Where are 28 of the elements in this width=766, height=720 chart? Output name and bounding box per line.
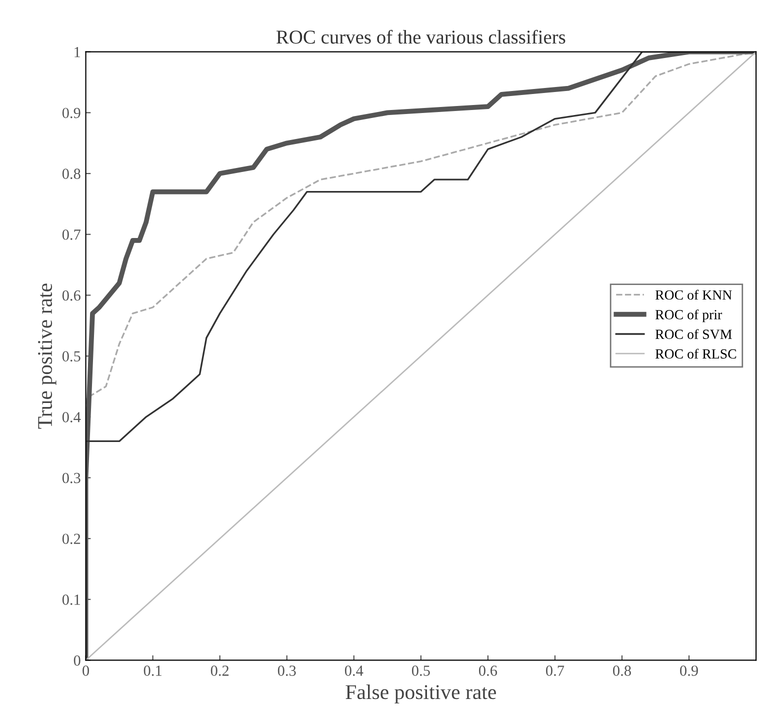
x-tick-label: 0.4 bbox=[344, 666, 364, 676]
legend-label: ROC of RLSC bbox=[655, 348, 736, 359]
x-tick-label: 0.1 bbox=[144, 666, 162, 676]
chart-title: ROC curves of the various classifiers bbox=[276, 30, 566, 44]
y-axis-title: True positive rate bbox=[38, 284, 56, 429]
x-tick-label: 0.8 bbox=[613, 666, 631, 676]
x-tick-label: 0.7 bbox=[546, 666, 564, 676]
x-tick-label: 0.6 bbox=[478, 666, 498, 676]
x-tick-label: 0.5 bbox=[412, 666, 430, 676]
y-tick-label: 0.7 bbox=[62, 230, 80, 240]
y-tick-label: 0.8 bbox=[62, 168, 80, 180]
y-tick-label: 0.6 bbox=[62, 290, 80, 301]
y-tick-label: 0.5 bbox=[62, 351, 80, 362]
y-tick-label: 0.2 bbox=[62, 534, 80, 544]
x-axis-title: False positive rate bbox=[346, 684, 496, 704]
y-tick-label: 1 bbox=[74, 47, 80, 58]
legend-label: ROC of SVM bbox=[655, 329, 732, 340]
y-tick-label: 0.3 bbox=[62, 472, 80, 484]
x-tick-label: 0 bbox=[82, 666, 90, 676]
x-tick-label: 0.3 bbox=[278, 666, 296, 676]
x-tick-label: 0.9 bbox=[680, 666, 698, 676]
x-tick-label: 0.2 bbox=[210, 666, 229, 676]
legend-label: ROC of KNN bbox=[655, 290, 732, 300]
y-tick-label: 0.1 bbox=[62, 594, 80, 605]
legend-label: ROC of prir bbox=[655, 309, 722, 322]
y-tick-label: 0.4 bbox=[62, 412, 81, 422]
y-tick-label: 0.9 bbox=[62, 108, 80, 118]
y-tick-label: 0 bbox=[74, 655, 80, 666]
